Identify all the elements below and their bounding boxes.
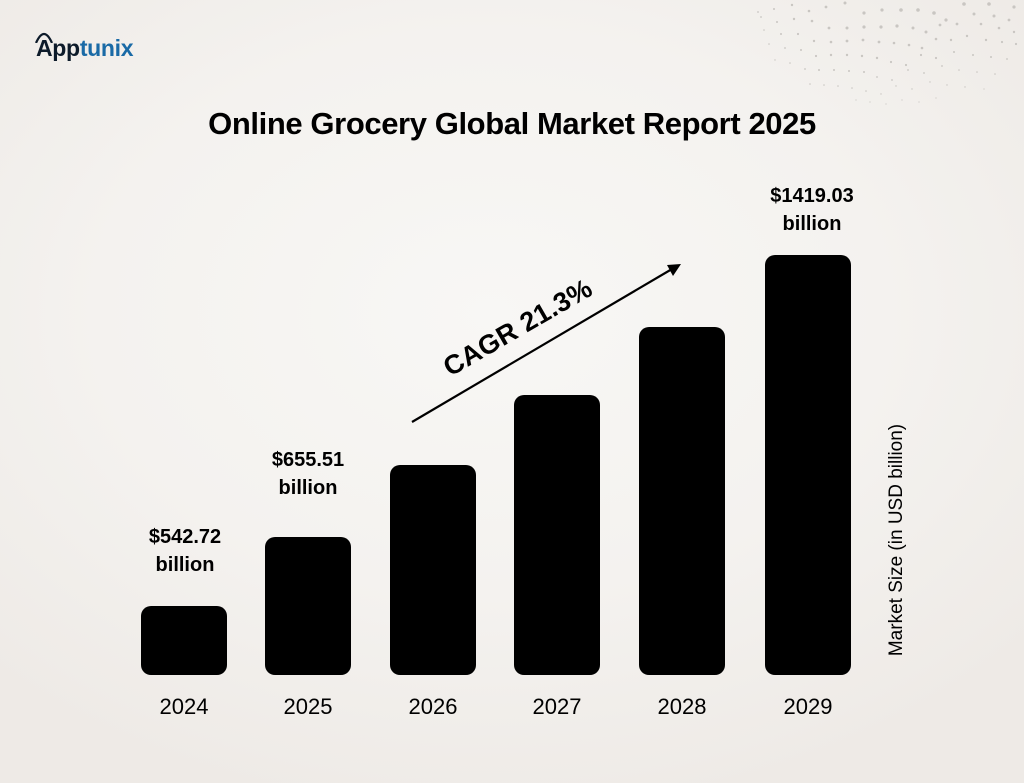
x-tick-2029: 2029 [783, 694, 833, 719]
value-label-2025: $655.51 billion [233, 446, 383, 502]
bar-2027 [514, 395, 600, 675]
dot-pattern-decoration [757, 1, 1018, 105]
bar-2028 [639, 327, 725, 675]
y-axis-label: Market Size (in USD billion) [886, 423, 907, 657]
value-label-2029: $1419.03 billion [737, 182, 887, 238]
logo-text-app: App [36, 35, 80, 61]
x-tick-2025: 2025 [283, 694, 333, 719]
x-tick-2026: 2026 [408, 694, 458, 719]
bar-2024 [141, 606, 227, 675]
value-unit: billion [782, 213, 842, 235]
apptunix-logo: App tunix [34, 30, 134, 62]
value-amount: $655.51 [271, 449, 345, 471]
value-amount: $542.72 [148, 526, 222, 548]
logo-arc-icon [34, 32, 54, 43]
bar-2029 [765, 255, 851, 675]
value-amount: $1419.03 [770, 185, 854, 207]
logo-text-tunix: tunix [79, 35, 134, 61]
x-tick-2024: 2024 [159, 694, 209, 719]
x-tick-2028: 2028 [657, 694, 707, 719]
value-unit: billion [155, 554, 215, 576]
x-tick-2027: 2027 [532, 694, 582, 719]
value-unit: billion [278, 477, 338, 499]
bar-2025 [265, 537, 351, 675]
chart-title: Online Grocery Global Market Report 2025 [208, 106, 816, 141]
value-label-2024: $542.72 billion [110, 523, 260, 579]
bar-2026 [390, 465, 476, 675]
logo-mark: App [34, 32, 80, 62]
